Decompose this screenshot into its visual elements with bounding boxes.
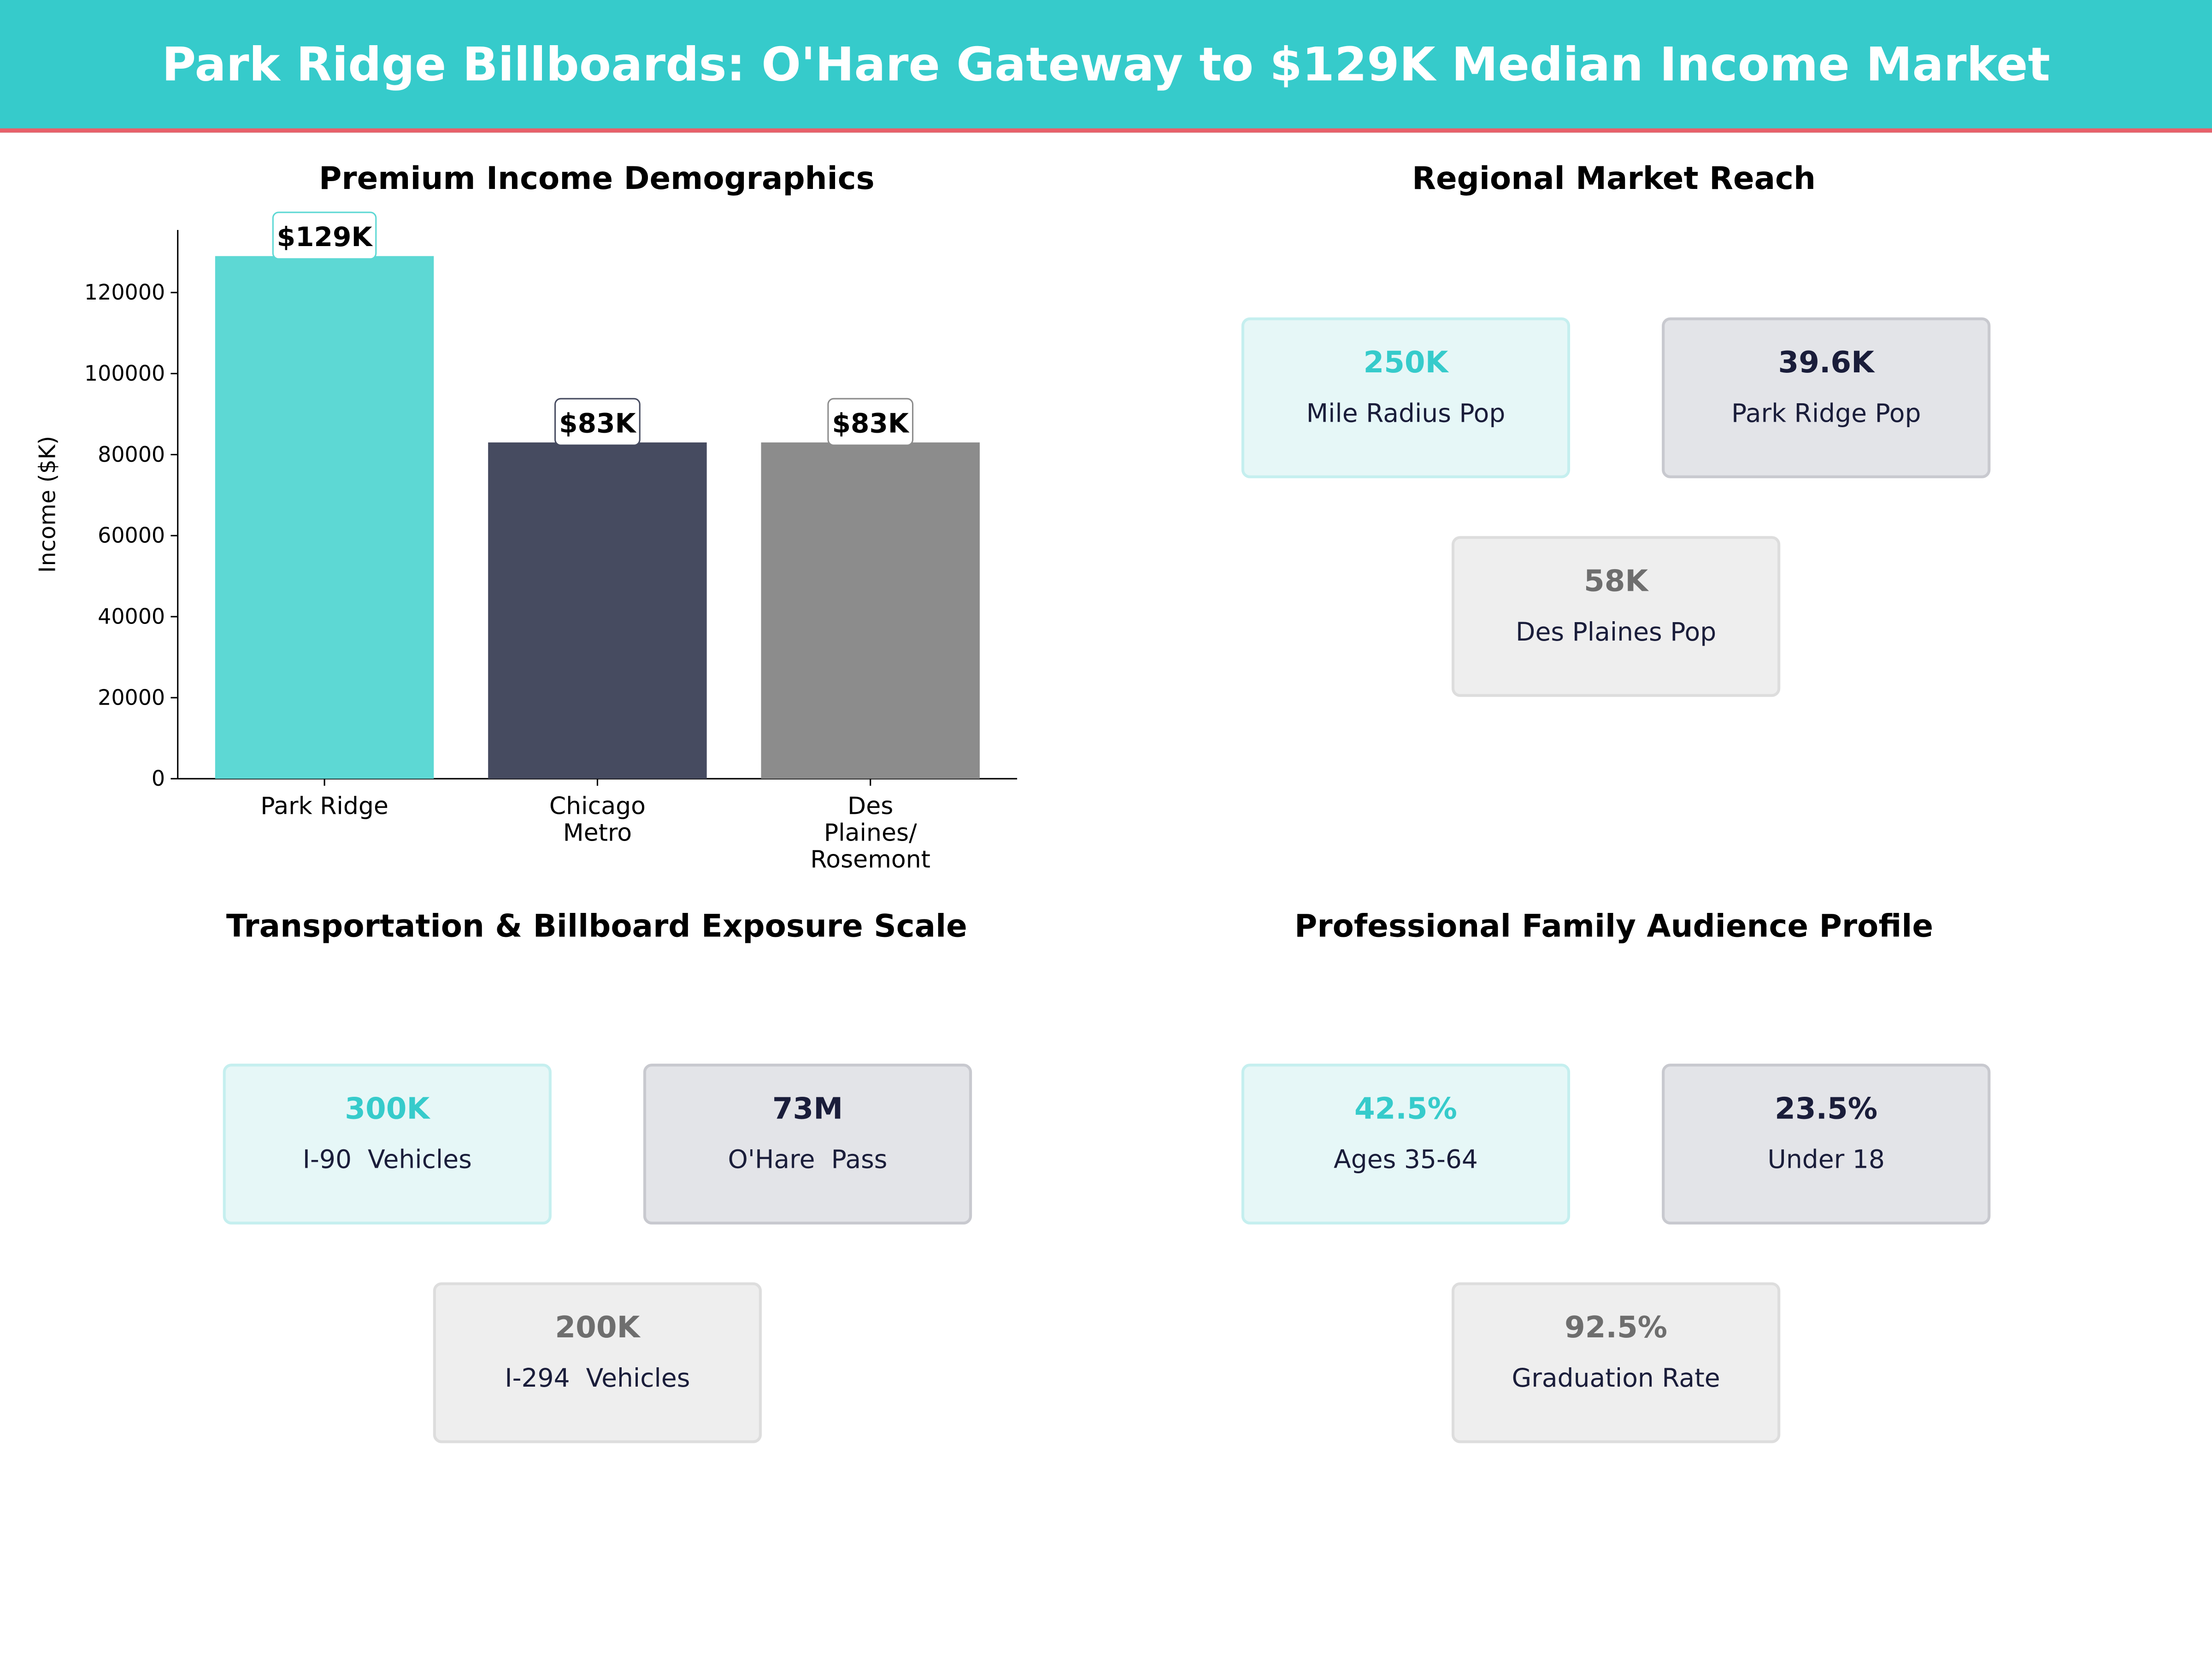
stat-card: 300K I-90 Vehicles (223, 1064, 552, 1225)
stat-value: 250K (1363, 345, 1448, 380)
stat-label: Graduation Rate (1512, 1364, 1720, 1394)
stat-label: I-90 Vehicles (302, 1145, 472, 1175)
page-title: Park Ridge Billboards: O'Hare Gateway to… (162, 36, 2050, 92)
x-tick-label: Plaines/ (824, 819, 917, 847)
header-banner: Park Ridge Billboards: O'Hare Gateway to… (0, 0, 2212, 133)
stat-value: 23.5% (1775, 1092, 1878, 1126)
stat-label: I-294 Vehicles (505, 1364, 690, 1394)
y-tick-label: 20000 (98, 685, 165, 710)
stat-label: Park Ridge Pop (1731, 399, 1921, 429)
stat-card: 200K I-294 Vehicles (433, 1282, 762, 1443)
stat-label: Ages 35-64 (1334, 1145, 1478, 1175)
data-label: $83K (559, 408, 636, 439)
data-label-box (827, 398, 914, 446)
stat-value: 73M (772, 1092, 843, 1126)
stat-label: Under 18 (1767, 1145, 1885, 1175)
stat-label: O'Hare Pass (728, 1145, 888, 1175)
data-label: $129K (277, 221, 373, 253)
data-label-box (554, 398, 641, 446)
panel-title-audience: Professional Family Audience Profile (1294, 910, 1934, 946)
panel-title-transport: Transportation & Billboard Exposure Scal… (226, 910, 967, 946)
stat-value: 39.6K (1778, 345, 1874, 380)
y-axis-label: Income ($K) (34, 436, 60, 573)
bar (488, 442, 707, 779)
stat-label: Mile Radius Pop (1306, 399, 1506, 429)
bar (215, 256, 434, 779)
data-label-box (272, 212, 377, 260)
stat-label: Des Plaines Pop (1516, 618, 1717, 648)
stat-card: 23.5% Under 18 (1662, 1064, 1991, 1225)
x-tick-label: Park Ridge (260, 792, 388, 820)
stat-card: 42.5% Ages 35-64 (1241, 1064, 1571, 1225)
x-tick-label: Rosemont (810, 846, 930, 874)
stat-value: 92.5% (1565, 1310, 1668, 1345)
x-tick-label: Chicago (549, 792, 646, 820)
stat-value: 42.5% (1354, 1092, 1457, 1126)
panel-title-regional: Regional Market Reach (1412, 162, 1816, 198)
y-tick-label: 60000 (98, 523, 165, 548)
stat-card: 39.6K Park Ridge Pop (1662, 317, 1991, 478)
stat-card: 92.5% Graduation Rate (1451, 1282, 1781, 1443)
stat-value: 200K (555, 1310, 640, 1345)
y-tick-label: 0 (152, 766, 165, 791)
x-tick-label: Metro (563, 819, 632, 847)
stat-card: 250K Mile Radius Pop (1241, 317, 1571, 478)
x-tick-label: Des (847, 792, 893, 820)
y-tick-label: 100000 (84, 361, 165, 386)
y-tick-label: 120000 (84, 280, 165, 305)
stat-card: 73M O'Hare Pass (643, 1064, 972, 1225)
data-label: $83K (832, 408, 910, 439)
chart-title: Premium Income Demographics (319, 162, 875, 198)
income-bar-chart: 0 20000 40000 60000 80000 100000 120000 Income … (34, 212, 1018, 874)
stat-value: 58K (1583, 564, 1648, 598)
bar (761, 442, 980, 779)
stat-card: 58K Des Plaines Pop (1451, 536, 1781, 697)
y-tick-label: 80000 (98, 442, 165, 467)
stat-value: 300K (345, 1092, 430, 1126)
y-tick-label: 40000 (98, 604, 165, 629)
